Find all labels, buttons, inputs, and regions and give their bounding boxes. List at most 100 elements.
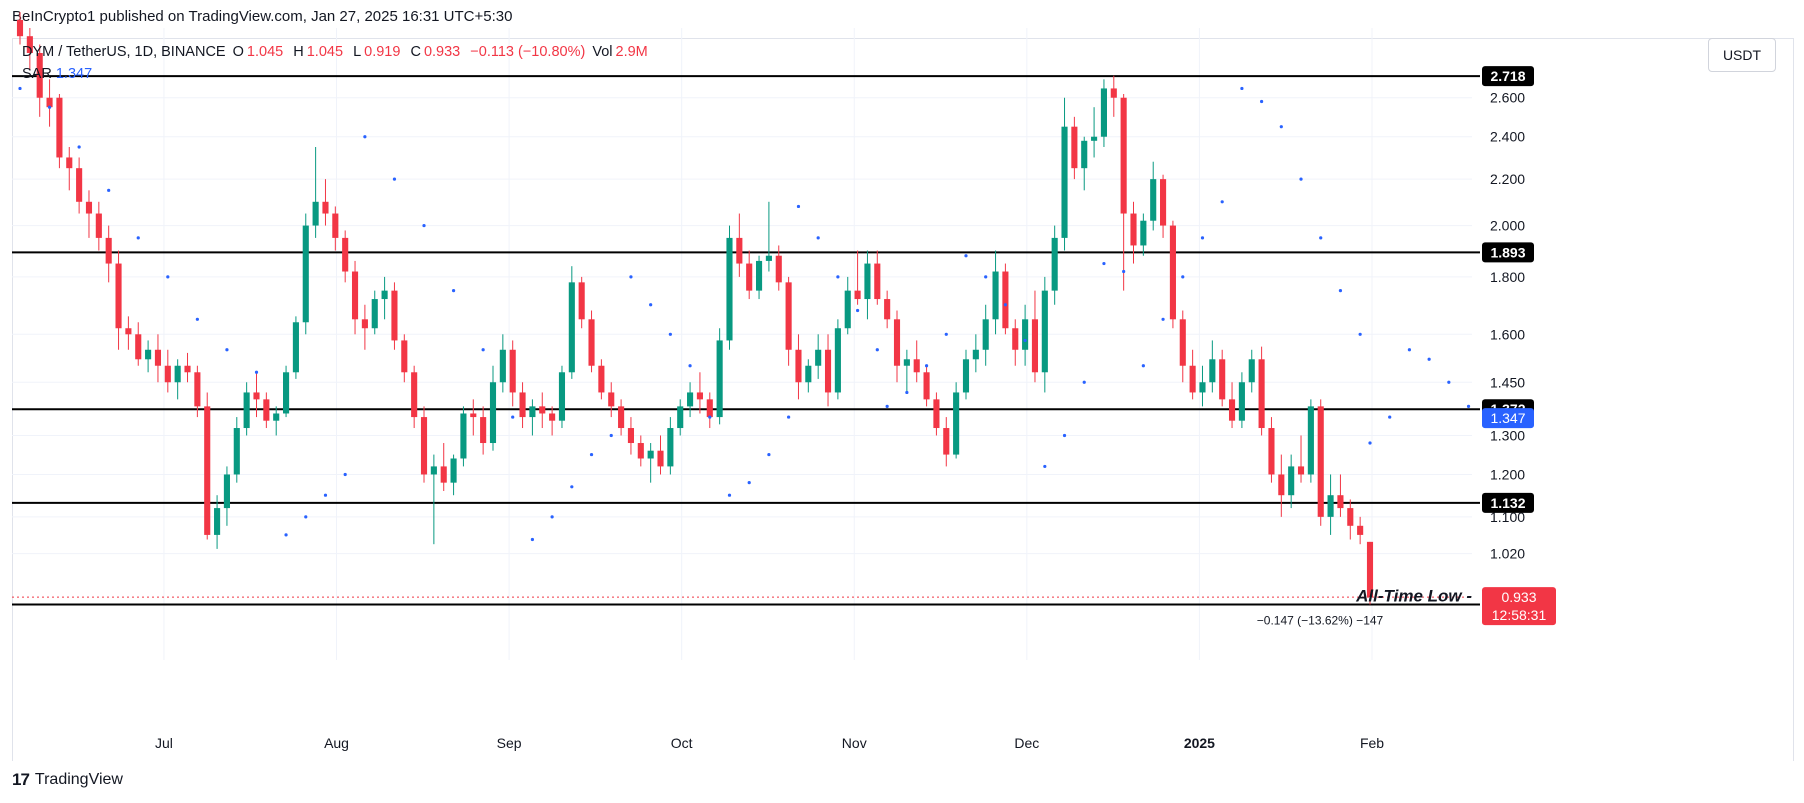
volume-label: Vol <box>592 44 613 60</box>
candle-body <box>243 392 250 429</box>
candle <box>1268 417 1275 483</box>
candle <box>1130 201 1137 264</box>
candle-body <box>204 406 211 535</box>
candle-body <box>46 97 53 108</box>
sar-dot <box>550 515 554 519</box>
sar-dot <box>451 289 456 293</box>
sar-dot <box>77 145 81 149</box>
candle <box>785 276 792 366</box>
candle <box>460 406 467 467</box>
candle <box>154 334 162 383</box>
candle-body <box>342 237 349 272</box>
candle <box>815 334 822 379</box>
close-value: 0.933 <box>423 44 461 60</box>
candle <box>85 190 93 238</box>
candle-body <box>174 365 181 383</box>
candle-body <box>913 359 920 373</box>
candle <box>568 266 575 379</box>
candle <box>312 146 319 238</box>
candle-body <box>1337 495 1344 509</box>
candle-body <box>1012 328 1019 350</box>
candle <box>962 349 970 400</box>
sar-dot <box>1062 433 1067 438</box>
candle-body <box>135 334 142 360</box>
candle <box>598 359 605 400</box>
candle-body <box>184 365 191 373</box>
candle-body <box>194 372 201 407</box>
sar-dot <box>1427 357 1431 361</box>
candle-body <box>115 263 122 329</box>
candle-body <box>1169 225 1176 320</box>
sar-dot <box>511 415 515 419</box>
sar-dot <box>1122 269 1126 274</box>
sar-dot <box>688 364 692 368</box>
currency-button[interactable]: USDT <box>1708 38 1776 72</box>
candle <box>1238 372 1245 429</box>
candle-body <box>1002 271 1009 329</box>
candle <box>795 334 802 400</box>
candle <box>1278 454 1285 517</box>
candle <box>489 365 497 451</box>
sar-dot <box>570 485 574 489</box>
time-tick-label: Nov <box>842 735 867 751</box>
candle-body <box>95 213 102 238</box>
candle <box>1199 365 1206 407</box>
sar-dot <box>1388 415 1392 419</box>
sar-dot <box>1181 275 1185 279</box>
candle <box>1071 116 1078 180</box>
candle <box>1209 340 1216 393</box>
sar-dot <box>422 223 426 228</box>
candle-body <box>411 372 418 418</box>
open-value: 1.045 <box>246 44 284 60</box>
candle-body <box>499 349 506 383</box>
candle-body <box>233 428 240 475</box>
candle-body <box>923 372 930 400</box>
sar-badge-bg <box>1482 408 1534 429</box>
candle-body <box>371 299 378 329</box>
price-tick-label: 1.600 <box>1490 326 1525 342</box>
candle <box>539 392 546 429</box>
candle <box>1150 161 1157 231</box>
high-label: H <box>293 44 304 60</box>
high-value: 1.045 <box>306 44 344 60</box>
candle-body <box>844 290 851 329</box>
candle-body <box>253 392 260 400</box>
sar-dot <box>1023 338 1027 343</box>
sar-dot <box>1141 364 1145 368</box>
candle-body <box>529 406 536 418</box>
time-tick-label: Aug <box>324 735 349 751</box>
candle-body <box>618 406 625 429</box>
tradingview-brand: TradingView <box>34 771 123 788</box>
candle <box>1317 399 1324 526</box>
candle <box>1160 174 1167 238</box>
candle-body <box>332 213 339 238</box>
candle <box>1140 213 1147 256</box>
candle-body <box>1031 319 1039 373</box>
candle <box>253 372 260 418</box>
sar-dot <box>1220 200 1224 204</box>
candle <box>342 230 349 283</box>
candle <box>1002 263 1009 335</box>
tradingview-logo[interactable]: 17 TradingView <box>12 770 123 790</box>
candle-body <box>1179 319 1186 366</box>
candle <box>1100 79 1107 147</box>
price-tick-label: 2.600 <box>1490 90 1525 106</box>
candle-body <box>1120 97 1127 214</box>
candle <box>204 392 211 540</box>
candle-body <box>1317 406 1324 517</box>
candle-body <box>884 299 891 320</box>
candle <box>716 328 723 425</box>
candle-body <box>1160 179 1167 226</box>
candle <box>706 392 713 429</box>
candle-body <box>302 225 309 323</box>
price-tick-label: 1.020 <box>1490 546 1525 562</box>
candle <box>95 201 102 251</box>
candle <box>56 93 63 169</box>
last-price-badge: 0.933 12:58:31 <box>1482 587 1556 626</box>
candle-body <box>223 474 230 509</box>
candle-body <box>16 19 24 37</box>
candle-body <box>322 201 329 214</box>
candle <box>736 213 743 277</box>
candle-body <box>1140 220 1147 246</box>
